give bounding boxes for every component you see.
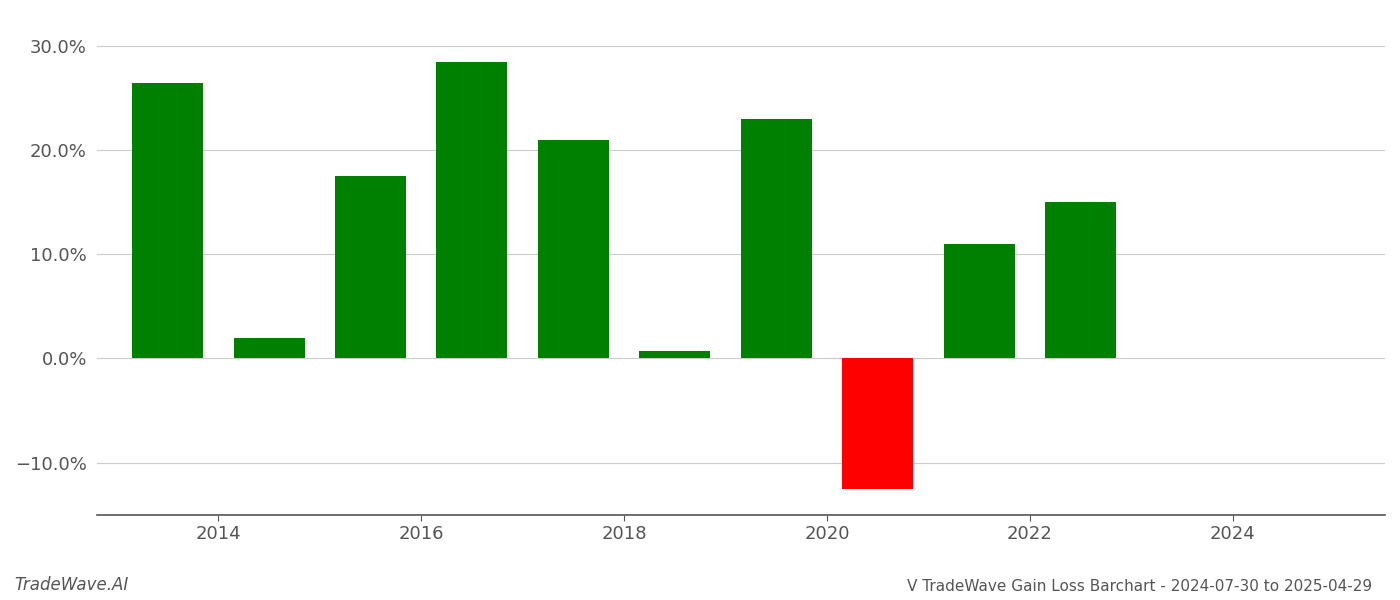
Bar [741, 119, 812, 358]
Bar [538, 140, 609, 358]
Bar [944, 244, 1015, 358]
Bar [437, 62, 507, 358]
Text: TradeWave.AI: TradeWave.AI [14, 576, 129, 594]
Bar [640, 351, 710, 358]
Bar [1046, 202, 1116, 358]
Bar [843, 358, 913, 488]
Bar [234, 338, 305, 358]
Bar [335, 176, 406, 358]
Text: V TradeWave Gain Loss Barchart - 2024-07-30 to 2025-04-29: V TradeWave Gain Loss Barchart - 2024-07… [907, 579, 1372, 594]
Bar [132, 83, 203, 358]
